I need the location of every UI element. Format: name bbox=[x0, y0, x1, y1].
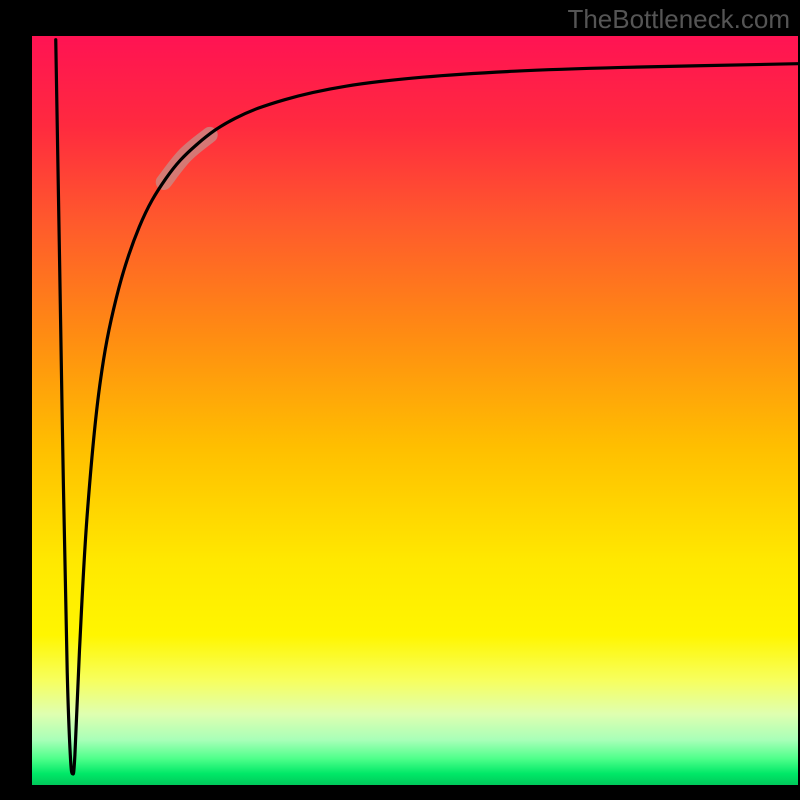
bottleneck-curve bbox=[56, 40, 798, 774]
chart-plot-area bbox=[32, 36, 798, 785]
watermark-text: TheBottleneck.com bbox=[567, 4, 790, 35]
chart-svg bbox=[32, 36, 798, 785]
frame-bottom bbox=[0, 785, 800, 800]
highlight-segment bbox=[164, 135, 210, 182]
frame-left bbox=[0, 0, 32, 800]
